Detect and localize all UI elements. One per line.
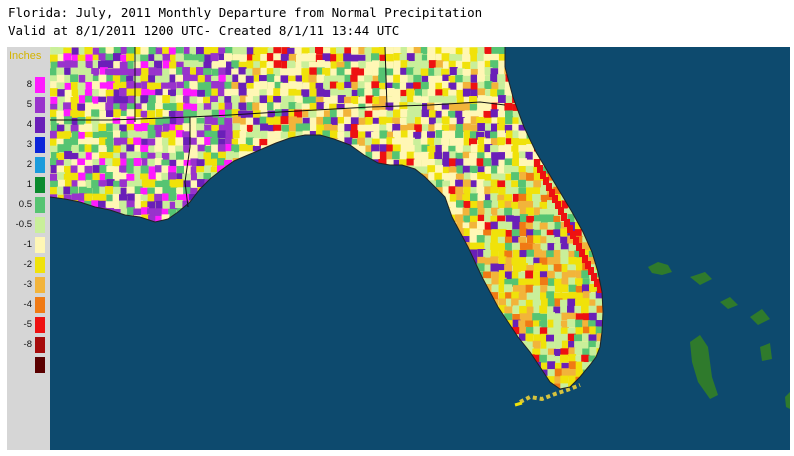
legend-row: 1 (7, 175, 50, 194)
legend-row: 2 (7, 155, 50, 174)
legend-row: -4 (7, 295, 50, 314)
legend-swatch (35, 117, 45, 133)
legend-label: 2 (26, 159, 32, 170)
legend-swatch (35, 157, 45, 173)
legend-swatch (35, 277, 45, 293)
legend-row: 8 (7, 75, 50, 94)
legend-label: -0.5 (15, 219, 32, 230)
legend-swatch (35, 257, 45, 273)
map-title: Florida: July, 2011 Monthly Departure fr… (8, 5, 483, 20)
legend-label: 8 (26, 79, 32, 90)
legend-row: 0.5 (7, 195, 50, 214)
legend-row (7, 355, 50, 374)
legend-swatch (35, 357, 45, 373)
legend-label: -8 (23, 339, 32, 350)
legend-label: 5 (26, 99, 32, 110)
keys-islands (514, 383, 581, 407)
precipitation-map (50, 47, 790, 450)
legend-swatch (35, 237, 45, 253)
legend-swatch (35, 197, 45, 213)
legend-row: -1 (7, 235, 50, 254)
legend-row: -5 (7, 315, 50, 334)
legend-unit-label: Inches (9, 50, 42, 62)
legend-label: -1 (23, 239, 32, 250)
legend-swatch (35, 317, 45, 333)
legend-label: 4 (26, 119, 32, 130)
legend-swatch (35, 177, 45, 193)
legend-swatch (35, 137, 45, 153)
bahamas-islands (648, 262, 790, 409)
legend-swatch (35, 337, 45, 353)
legend-swatch (35, 77, 45, 93)
legend-row: 5 (7, 95, 50, 114)
legend-label: 1 (26, 179, 32, 190)
legend-row: -0.5 (7, 215, 50, 234)
legend-row: -8 (7, 335, 50, 354)
legend-label: 3 (26, 139, 32, 150)
legend-row: 4 (7, 115, 50, 134)
map-header: Florida: July, 2011 Monthly Departure fr… (8, 4, 788, 40)
map-frame: Inches 8 5 4 3 2 1 0.5 -0.5 -1 -2 -3 -4 -5 -8 (7, 47, 790, 450)
legend-row: -3 (7, 275, 50, 294)
map-subtitle: Valid at 8/1/2011 1200 UTC- Created 8/1/… (8, 23, 400, 38)
legend-label: -3 (23, 279, 32, 290)
legend-swatch (35, 297, 45, 313)
florida-coastline (50, 47, 604, 390)
legend-label: -4 (23, 299, 32, 310)
legend-swatch (35, 217, 45, 233)
legend-row: -2 (7, 255, 50, 274)
legend-label: 0.5 (18, 199, 32, 210)
color-legend: Inches 8 5 4 3 2 1 0.5 -0.5 -1 -2 -3 -4 -5 -8 (7, 47, 50, 450)
legend-label: -5 (23, 319, 32, 330)
legend-swatch (35, 97, 45, 113)
legend-row: 3 (7, 135, 50, 154)
legend-label: -2 (23, 259, 32, 270)
state-boundaries (50, 47, 506, 208)
